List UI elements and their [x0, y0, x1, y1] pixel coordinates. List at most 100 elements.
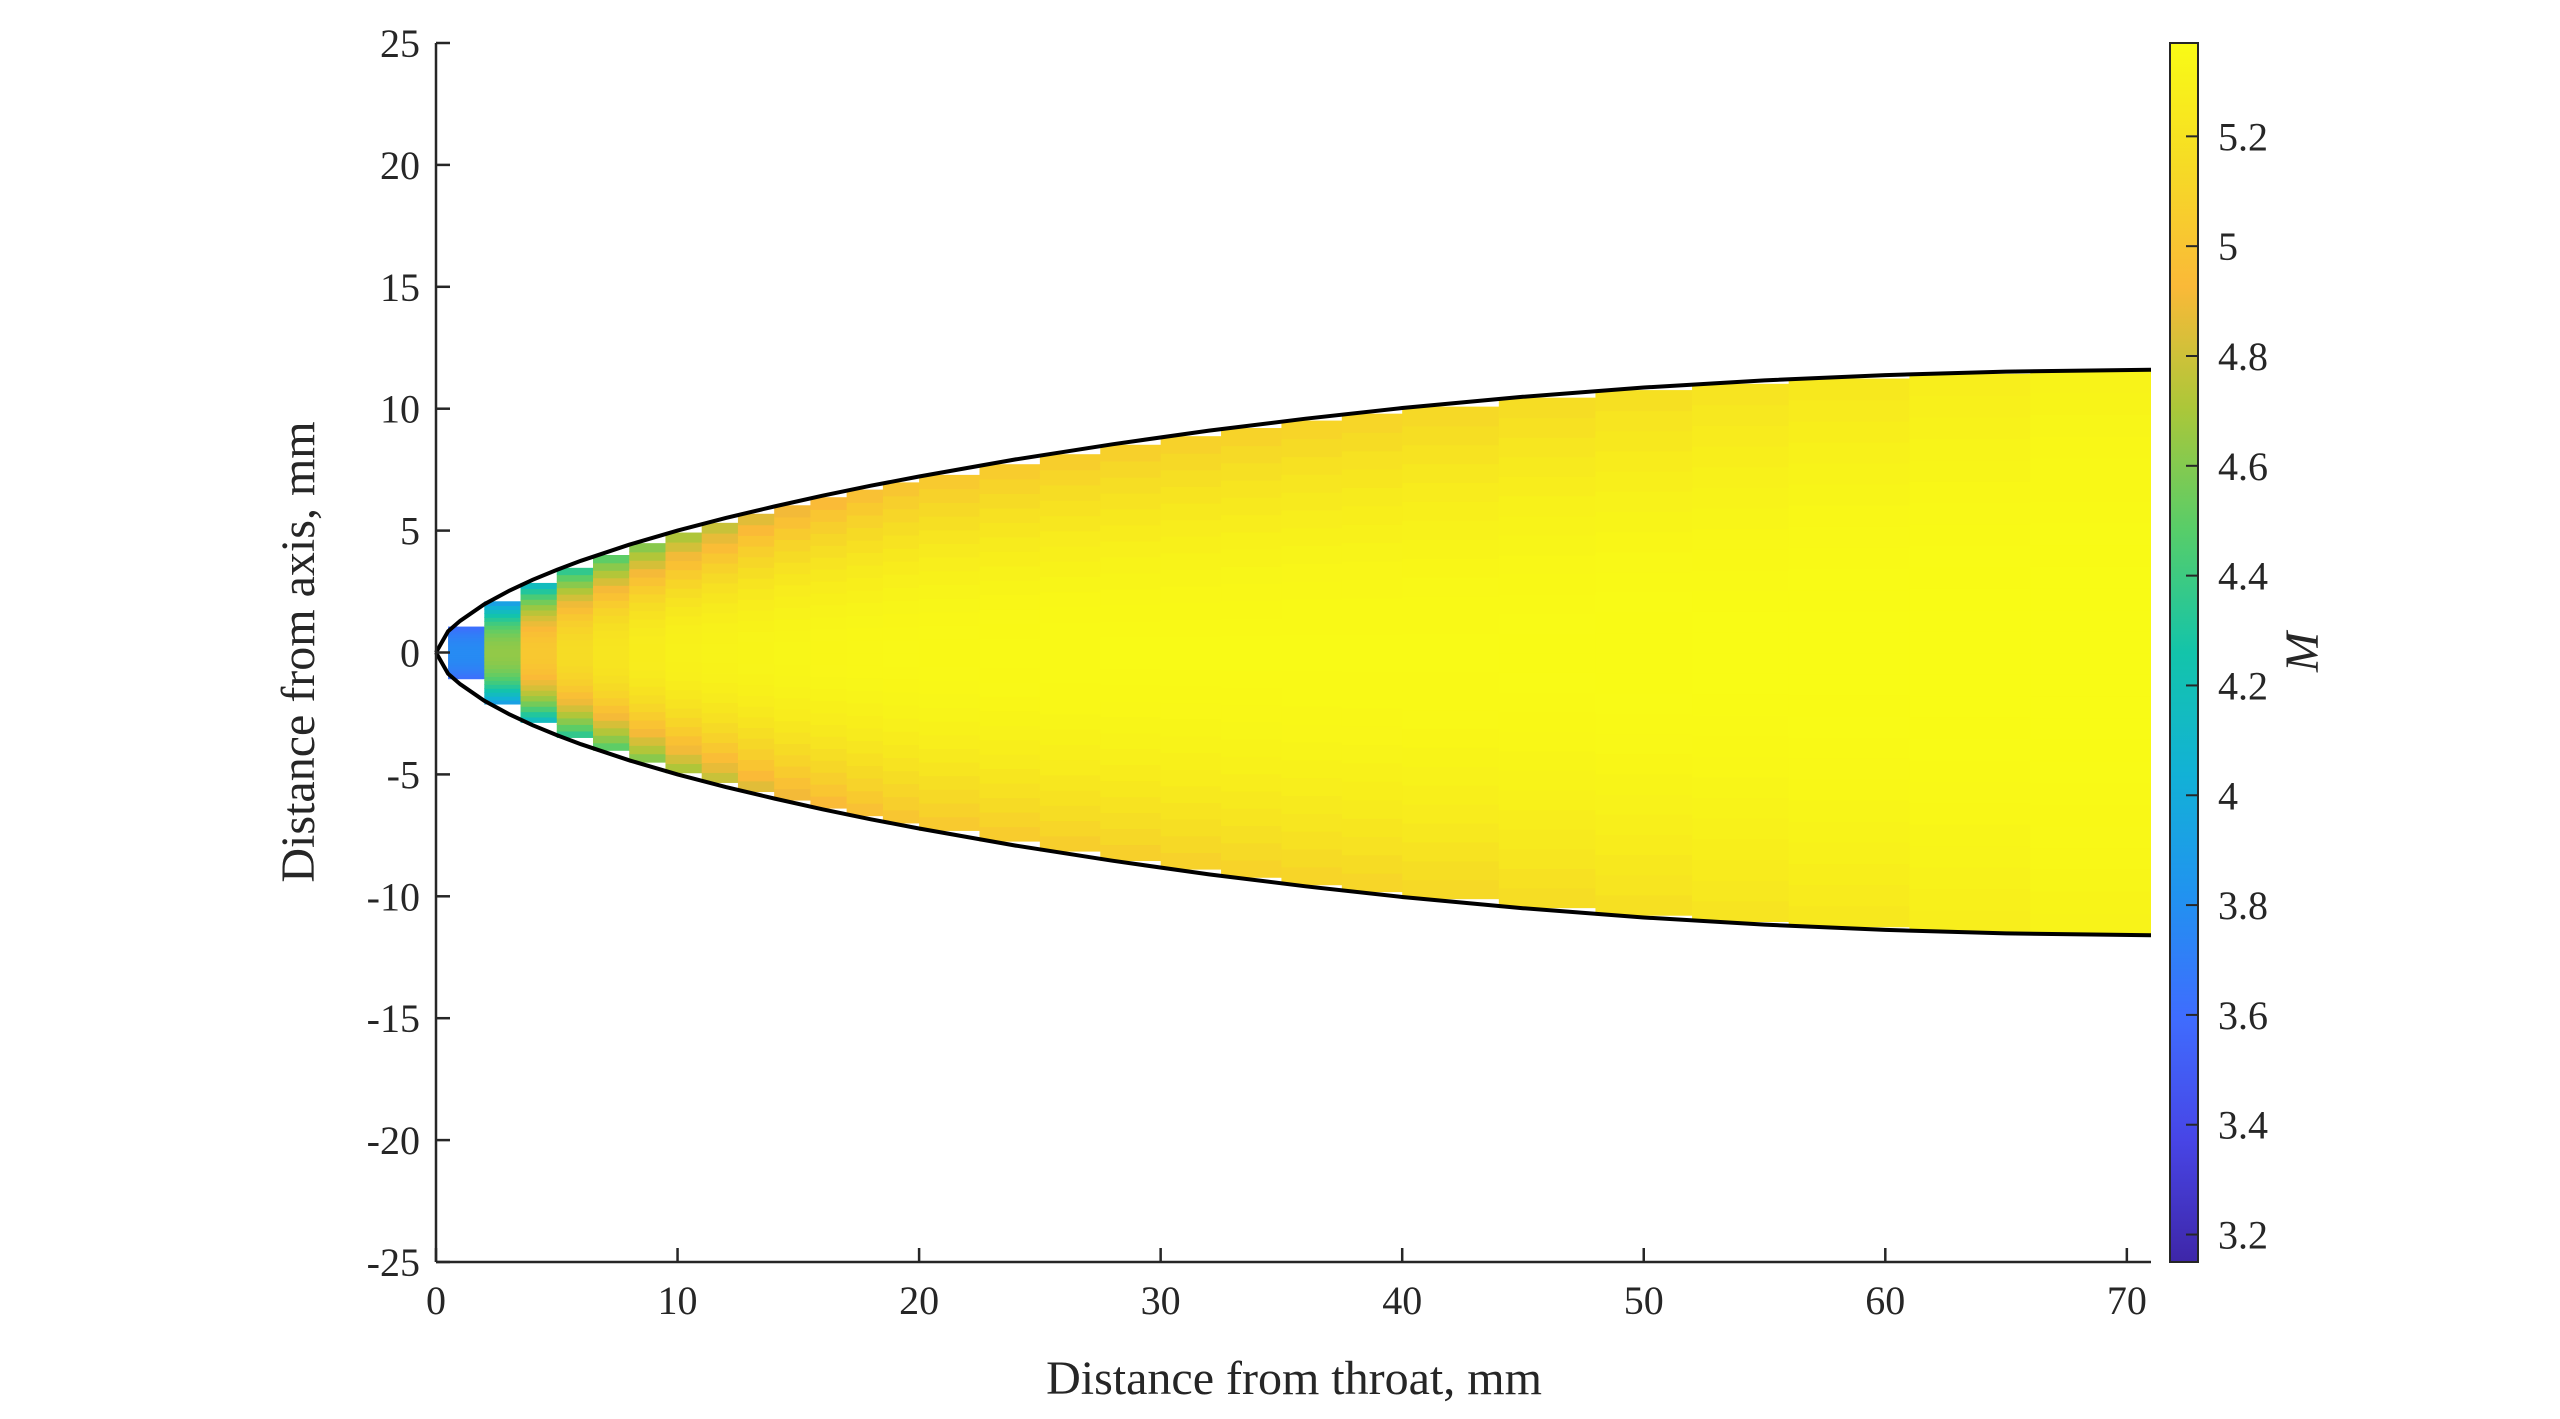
heatmap-cell [1595, 733, 1693, 755]
heatmap-cell [2030, 630, 2151, 654]
heatmap-cell [979, 666, 1041, 683]
heatmap-cell [1281, 813, 1343, 832]
heatmap-cell [593, 592, 631, 601]
heatmap-cell [629, 686, 667, 696]
heatmap-cell [1281, 527, 1343, 547]
heatmap-cell [1402, 501, 1500, 521]
heatmap-cell [556, 645, 594, 654]
heatmap-cell [1909, 759, 2032, 782]
heatmap-cell [1281, 777, 1343, 797]
heatmap-cell [665, 541, 703, 552]
heatmap-cell [484, 620, 522, 626]
heatmap-cell [1100, 636, 1162, 654]
colorbar-tick-label: 4.2 [2218, 663, 2268, 708]
heatmap-cell [846, 539, 884, 554]
heatmap-cell [665, 680, 703, 691]
heatmap-cell [448, 672, 486, 676]
heatmap-cell [629, 644, 667, 654]
heatmap-cell [484, 664, 522, 670]
heatmap-cell [1402, 765, 1500, 786]
heatmap-cell [1160, 652, 1222, 670]
heatmap-cell [1909, 416, 2032, 439]
heatmap-cell [1341, 670, 1403, 691]
heatmap-cell [1498, 809, 1597, 830]
heatmap-cell [556, 600, 594, 608]
heatmap-cell [593, 735, 631, 744]
heatmap-cell [1221, 773, 1283, 792]
heatmap-cell [484, 691, 522, 697]
heatmap-cell [1788, 420, 1911, 443]
heatmap-cell [448, 662, 486, 666]
heatmap-cell [593, 690, 631, 699]
heatmap-cell [1341, 450, 1403, 470]
heatmap-cell [1221, 807, 1283, 826]
heatmap-cell [1341, 689, 1403, 709]
heatmap-cell [979, 797, 1041, 813]
heatmap-cell [593, 742, 631, 751]
heatmap-cell [774, 550, 812, 563]
heatmap-cell [448, 658, 486, 662]
heatmap-cell [665, 634, 703, 645]
heatmap-cell [1281, 438, 1343, 458]
heatmap-cell [1039, 713, 1102, 730]
heatmap-cell [979, 609, 1041, 625]
heatmap-cell [448, 654, 486, 658]
heatmap-cell [1692, 590, 1790, 612]
heatmap-cell [1341, 634, 1403, 654]
heatmap-cell [979, 710, 1041, 726]
heatmap-cell [1100, 780, 1162, 798]
heatmap-cell [774, 788, 812, 801]
heatmap-cell [520, 652, 558, 659]
heatmap-cell [556, 593, 594, 602]
y-tick-label: 20 [380, 143, 420, 188]
heatmap-cell [556, 632, 594, 641]
heatmap-cell [737, 737, 775, 750]
heatmap-cell [1039, 530, 1102, 547]
heatmap-cell [1160, 619, 1222, 637]
heatmap-cell [701, 542, 739, 554]
heatmap-cell [1281, 706, 1343, 725]
heatmap-cell [484, 636, 522, 642]
heatmap-cell [1100, 844, 1162, 862]
heatmap-cell [629, 694, 667, 704]
heatmap-cell [774, 663, 812, 676]
heatmap-cell [1039, 591, 1102, 608]
heatmap-cell [919, 789, 981, 804]
heatmap-cell [484, 632, 522, 638]
heatmap-cell [1692, 631, 1790, 654]
heatmap-cell [1402, 576, 1500, 597]
heatmap-cell [665, 578, 703, 589]
heatmap-cell [979, 753, 1041, 770]
heatmap-cell [629, 660, 667, 671]
heatmap-cell [979, 638, 1041, 654]
heatmap-cell [2030, 782, 2151, 805]
heatmap-cell [2030, 565, 2151, 589]
colorbar-ticks: 3.2 3.4 3.6 3.8 4 4.2 4.4 4.6 4.8 5 5.2 [2186, 114, 2268, 1258]
heatmap-cell [1909, 631, 2032, 654]
heatmap-cell [2030, 847, 2151, 870]
heatmap-cell [484, 660, 522, 666]
heatmap-cell [448, 656, 486, 660]
heatmap-cell [1221, 859, 1283, 878]
heatmap-cell [1402, 822, 1500, 843]
heatmap-cell [919, 556, 981, 572]
heatmap-cell [919, 625, 981, 640]
heatmap-cell [1498, 711, 1597, 732]
heatmap-cell [979, 768, 1041, 784]
heatmap-cell [1909, 823, 2032, 847]
heatmap-cell [737, 673, 775, 686]
heatmap-cell [1909, 781, 2032, 804]
heatmap-cell [1341, 872, 1403, 893]
heatmap-cell [1160, 602, 1222, 621]
heatmap-cell [737, 631, 775, 643]
y-tick-label: 10 [380, 387, 420, 432]
heatmap-cell [774, 595, 812, 608]
heatmap-cell [1100, 524, 1162, 542]
heatmap-cell [919, 720, 981, 736]
heatmap-cell [2030, 479, 2151, 502]
heatmap-cell [1100, 556, 1162, 574]
heatmap-cell [556, 613, 594, 621]
heatmap-cell [1221, 721, 1283, 740]
heatmap-cell [1692, 466, 1790, 488]
heatmap-cell [737, 577, 775, 590]
